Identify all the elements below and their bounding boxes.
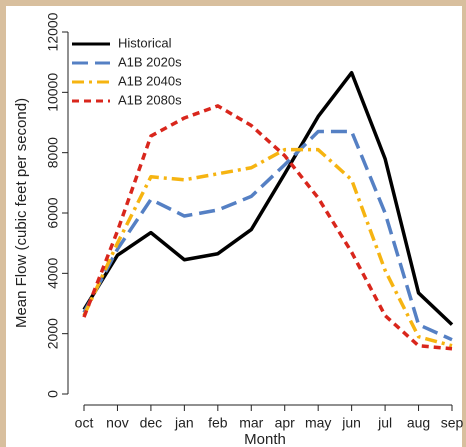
x-tick-label: oct (75, 415, 94, 431)
series-line (82, 70, 454, 326)
x-tick-label: aug (407, 415, 430, 431)
series-line (82, 147, 453, 348)
y-tick-label: 0 (45, 390, 61, 398)
x-axis-title: Month (244, 431, 286, 447)
legend-label: A1B 2080s (118, 92, 182, 107)
legend-label: A1B 2020s (118, 54, 182, 69)
legend-label: Historical (118, 35, 172, 50)
x-tick-label: feb (208, 415, 228, 431)
series-line (82, 129, 453, 342)
legend-label: A1B 2040s (118, 73, 182, 88)
x-tick-label: jul (377, 415, 392, 431)
y-tick-label: 4000 (45, 258, 61, 289)
x-tick-label: dec (140, 415, 163, 431)
x-tick-label: mar (239, 415, 263, 431)
y-tick-label: 2000 (45, 318, 61, 349)
x-tick-label: may (305, 415, 331, 431)
x-tick-label: jan (174, 415, 194, 431)
series-line (82, 104, 453, 351)
y-axis-title: Mean Flow (cubic feet per second) (13, 98, 30, 328)
y-tick-label: 10000 (45, 73, 61, 112)
y-tick-label: 8000 (45, 137, 61, 168)
y-tick-label: 6000 (45, 197, 61, 228)
x-tick-label: jun (341, 415, 361, 431)
panel (6, 6, 462, 447)
x-tick-label: sep (441, 415, 464, 431)
x-tick-label: apr (275, 415, 296, 431)
x-tick-label: nov (106, 415, 129, 431)
y-tick-label: 12000 (45, 12, 61, 51)
